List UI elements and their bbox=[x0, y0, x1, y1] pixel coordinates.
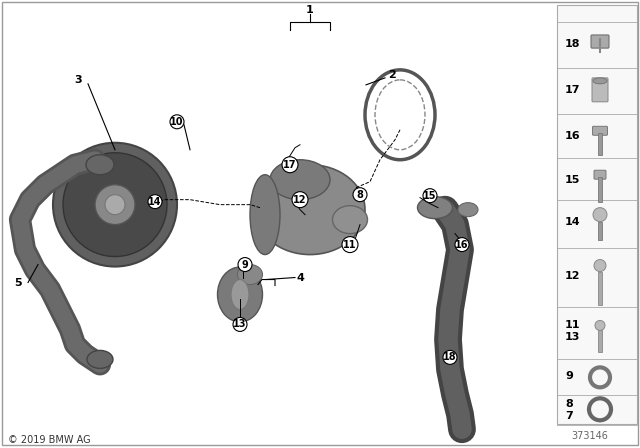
Text: 9: 9 bbox=[242, 259, 248, 270]
Text: 12: 12 bbox=[293, 195, 307, 205]
Text: 11: 11 bbox=[565, 320, 580, 331]
Circle shape bbox=[342, 237, 358, 253]
Circle shape bbox=[593, 207, 607, 222]
Ellipse shape bbox=[270, 160, 330, 200]
Text: 16: 16 bbox=[565, 131, 580, 141]
Bar bbox=[598, 133, 602, 155]
FancyBboxPatch shape bbox=[592, 78, 608, 102]
Text: 14: 14 bbox=[148, 197, 162, 207]
Ellipse shape bbox=[218, 267, 262, 322]
Circle shape bbox=[95, 185, 135, 224]
FancyBboxPatch shape bbox=[593, 126, 607, 135]
Circle shape bbox=[594, 259, 606, 271]
Bar bbox=[598, 331, 602, 353]
Circle shape bbox=[595, 320, 605, 331]
Text: 13: 13 bbox=[233, 319, 247, 329]
Text: 13: 13 bbox=[565, 332, 580, 342]
Circle shape bbox=[282, 157, 298, 173]
Circle shape bbox=[53, 143, 177, 267]
FancyBboxPatch shape bbox=[594, 170, 606, 179]
Circle shape bbox=[233, 318, 247, 332]
Text: 8: 8 bbox=[356, 190, 364, 200]
Circle shape bbox=[423, 189, 437, 202]
Bar bbox=[598, 177, 602, 202]
Text: 11: 11 bbox=[343, 240, 356, 250]
Ellipse shape bbox=[255, 165, 365, 254]
Circle shape bbox=[353, 188, 367, 202]
Ellipse shape bbox=[593, 78, 607, 84]
Ellipse shape bbox=[333, 206, 367, 233]
Ellipse shape bbox=[231, 280, 249, 310]
Text: 7: 7 bbox=[565, 411, 573, 421]
Text: 9: 9 bbox=[565, 371, 573, 381]
Circle shape bbox=[443, 350, 457, 364]
Ellipse shape bbox=[417, 197, 452, 219]
Text: 3: 3 bbox=[74, 75, 82, 85]
Bar bbox=[598, 271, 602, 306]
Text: 15: 15 bbox=[565, 175, 580, 185]
Text: © 2019 BMW AG: © 2019 BMW AG bbox=[8, 435, 91, 445]
Ellipse shape bbox=[250, 175, 280, 254]
Ellipse shape bbox=[86, 155, 114, 175]
Text: 12: 12 bbox=[565, 271, 580, 280]
Bar bbox=[598, 222, 602, 240]
Circle shape bbox=[105, 195, 125, 215]
Circle shape bbox=[148, 195, 162, 209]
Circle shape bbox=[170, 115, 184, 129]
Text: 4: 4 bbox=[296, 272, 304, 283]
Text: 17: 17 bbox=[565, 85, 580, 95]
Ellipse shape bbox=[458, 202, 478, 217]
Text: 5: 5 bbox=[14, 277, 22, 288]
Text: 10: 10 bbox=[170, 117, 184, 127]
Circle shape bbox=[238, 258, 252, 271]
Text: 14: 14 bbox=[565, 217, 580, 227]
Text: 8: 8 bbox=[565, 399, 573, 409]
Ellipse shape bbox=[87, 350, 113, 368]
Bar bbox=[557, 5, 637, 424]
Text: 373146: 373146 bbox=[572, 431, 609, 441]
Circle shape bbox=[63, 153, 167, 257]
Circle shape bbox=[455, 237, 469, 252]
Circle shape bbox=[292, 192, 308, 207]
FancyBboxPatch shape bbox=[591, 35, 609, 48]
Text: 17: 17 bbox=[284, 160, 297, 170]
Text: 2: 2 bbox=[388, 70, 396, 80]
Text: 15: 15 bbox=[423, 191, 436, 201]
Text: 16: 16 bbox=[455, 240, 468, 250]
Ellipse shape bbox=[237, 265, 262, 284]
Text: 18: 18 bbox=[443, 353, 457, 362]
Text: 18: 18 bbox=[565, 39, 580, 49]
Text: 1: 1 bbox=[306, 5, 314, 15]
